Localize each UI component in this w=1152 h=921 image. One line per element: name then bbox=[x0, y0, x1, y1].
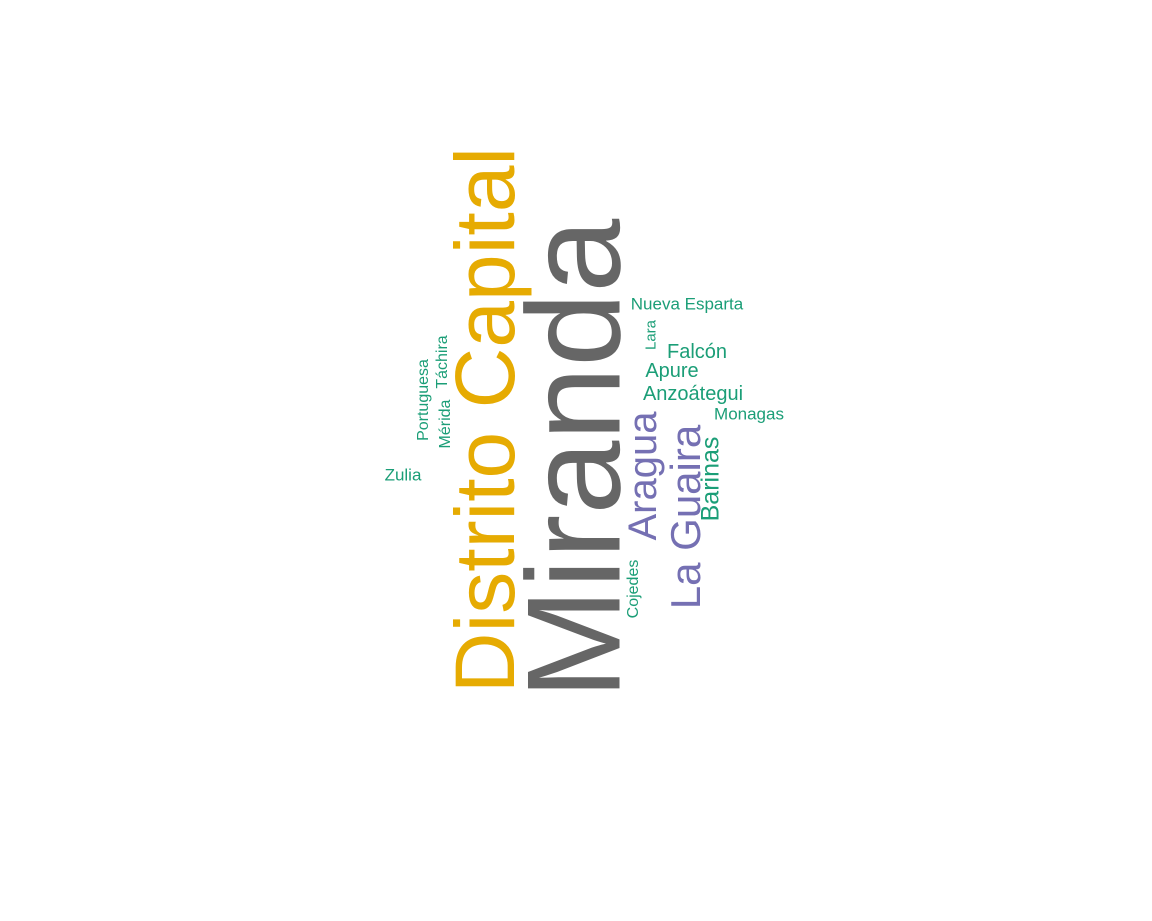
word-monagas: Monagas bbox=[714, 404, 784, 424]
word-apure: Apure bbox=[645, 360, 699, 382]
word-distrito-capital: Distrito Capital bbox=[438, 146, 532, 694]
word-barinas: Barinas bbox=[696, 436, 725, 522]
word-nueva-esparta: Nueva Esparta bbox=[630, 294, 744, 314]
word-merida: Mérida bbox=[437, 399, 454, 449]
word-lara: Lara bbox=[642, 319, 660, 351]
word-falcon: Falcón bbox=[666, 341, 728, 363]
word-aragua: Aragua bbox=[621, 411, 665, 541]
word-cojedes: Cojedes bbox=[625, 559, 642, 619]
word-portuguesa: Portuguesa bbox=[415, 359, 432, 441]
word-tachira: Táchira bbox=[434, 335, 451, 389]
word-zulia: Zulia bbox=[384, 465, 422, 485]
word-anzoategui: Anzoátegui bbox=[642, 383, 744, 405]
